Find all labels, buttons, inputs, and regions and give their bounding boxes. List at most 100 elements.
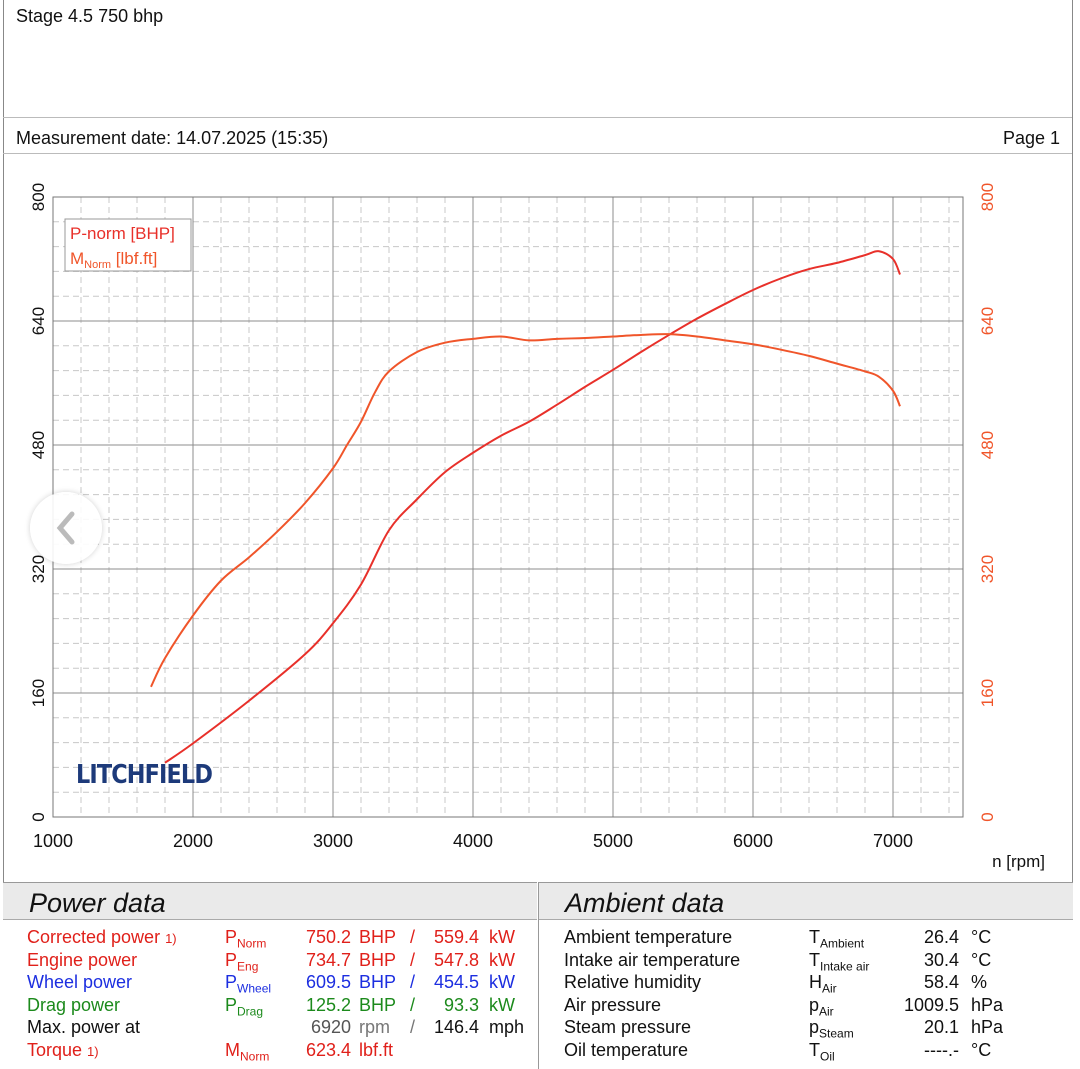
page-number: Page 1	[1002, 128, 1060, 148]
ambient-value: 30.4	[923, 949, 959, 970]
ambient-data-panel: Ambient data Ambient temperature TAmbient…	[538, 882, 1073, 1069]
divider	[3, 117, 1072, 118]
power-unit-1: rpm	[359, 1017, 390, 1037]
ambient-data-title: Ambient data	[539, 882, 1073, 920]
power-label: Max. power at	[27, 1017, 141, 1037]
previous-page-button[interactable]	[30, 492, 102, 564]
power-symbol: MNorm	[225, 1039, 270, 1064]
x-tick-label: 4000	[453, 831, 493, 851]
power-value-2: 93.3	[443, 994, 479, 1015]
ambient-label: Air pressure	[564, 994, 662, 1015]
power-value-1: 623.4	[305, 1039, 351, 1060]
y-tick-label-right: 800	[978, 183, 997, 211]
ambient-unit: °C	[971, 927, 992, 947]
power-value-2: 454.5	[433, 972, 479, 992]
y-tick-label-left: 640	[29, 307, 48, 335]
ambient-symbol: TIntake air	[809, 949, 870, 974]
y-tick-label-left: 480	[29, 431, 48, 459]
ambient-value: ----.-	[924, 1039, 959, 1060]
power-unit-2: kW	[489, 949, 515, 970]
ambient-label: Oil temperature	[564, 1039, 689, 1060]
ambient-symbol: pAir	[809, 994, 834, 1019]
legend-box	[64, 218, 192, 272]
legend-torque: MNorm [lbf.ft]	[70, 249, 157, 271]
measurement-date: Measurement date: 14.07.2025 (15:35)	[16, 128, 329, 148]
ambient-label: Relative humidity	[564, 972, 702, 992]
power-value-2: 559.4	[433, 927, 479, 947]
report-frame	[3, 0, 1073, 1069]
power-unit-1: BHP	[359, 927, 397, 947]
power-separator: /	[410, 1017, 416, 1037]
power-value-2: 146.4	[433, 1017, 479, 1037]
power-unit-1: lbf.ft	[359, 1039, 394, 1060]
power-separator: /	[410, 972, 416, 992]
ambient-symbol: HAir	[809, 972, 837, 996]
power-unit-1: BHP	[359, 994, 397, 1015]
power-label: Wheel power	[27, 972, 133, 992]
ambient-unit: %	[971, 972, 988, 992]
x-tick-label: 5000	[593, 831, 633, 851]
y-tick-label-left: 320	[29, 555, 48, 583]
power-value-2: 547.8	[433, 949, 479, 970]
power-unit-2: mph	[489, 1017, 525, 1037]
ambient-symbol: TAmbient	[809, 927, 865, 951]
x-axis-label: n [rpm]	[992, 852, 1045, 871]
plot-border	[52, 196, 964, 818]
power-unit-2: kW	[489, 972, 515, 992]
power-curve	[164, 250, 901, 764]
y-tick-label-left: 800	[29, 183, 48, 211]
dyno-chart: 1000 2000 3000 4000 5000 6000 7000 n [rpm] 0 160 3…	[29, 183, 1045, 871]
power-symbol: PNorm	[225, 927, 267, 951]
power-symbol: PWheel	[225, 972, 272, 996]
y-tick-label-right: 0	[978, 812, 997, 821]
ambient-label: Steam pressure	[564, 1017, 692, 1037]
y-tick-label-right: 160	[978, 679, 997, 707]
ambient-unit: hPa	[971, 994, 1004, 1015]
power-data-panel: Power data Corrected power 1) PNorm 750.2 B…	[3, 882, 537, 1069]
ambient-label: Intake air temperature	[564, 949, 741, 970]
torque-curve	[150, 333, 901, 688]
legend-power: P-norm [BHP]	[70, 224, 175, 243]
power-separator: /	[410, 949, 416, 970]
y-tick-label-left: 0	[29, 812, 48, 821]
ambient-value: 58.4	[923, 972, 959, 992]
power-label: Engine power	[27, 949, 138, 970]
y-tick-label-right: 480	[978, 431, 997, 459]
power-separator: /	[410, 927, 416, 947]
power-label: Torque 1)	[27, 1039, 99, 1060]
power-symbol: PEng	[225, 949, 259, 974]
power-value-1: 750.2	[305, 927, 351, 947]
power-data-title: Power data	[3, 882, 537, 920]
x-tick-label: 3000	[313, 831, 353, 851]
ambient-unit: °C	[971, 1039, 992, 1060]
ambient-value: 1009.5	[903, 994, 959, 1015]
divider	[3, 153, 1072, 154]
power-value-1: 609.5	[305, 972, 351, 992]
x-tick-label: 6000	[733, 831, 773, 851]
y-tick-label-left: 160	[29, 679, 48, 707]
power-separator: /	[410, 994, 416, 1015]
ambient-unit: hPa	[971, 1017, 1004, 1037]
power-label: Drag power	[27, 994, 121, 1015]
power-symbol: PDrag	[225, 994, 264, 1019]
litchfield-logo: LITCHFIELD	[76, 760, 213, 790]
power-value-1: 6920	[310, 1017, 351, 1037]
ambient-value: 26.4	[923, 927, 959, 947]
power-unit-1: BHP	[359, 949, 397, 970]
ambient-value: 20.1	[923, 1017, 959, 1037]
x-tick-label: 7000	[873, 831, 913, 851]
ambient-label: Ambient temperature	[564, 927, 733, 947]
power-value-1: 125.2	[305, 994, 351, 1015]
ambient-unit: °C	[971, 949, 992, 970]
chevron-left-icon	[56, 511, 75, 545]
ambient-symbol: TOil	[809, 1039, 835, 1064]
x-tick-label: 2000	[173, 831, 213, 851]
y-tick-label-right: 320	[978, 555, 997, 583]
power-unit-2: kW	[489, 994, 515, 1015]
x-tick-label: 1000	[33, 831, 73, 851]
power-label: Corrected power 1)	[27, 927, 177, 947]
y-tick-label-right: 640	[978, 307, 997, 335]
power-value-1: 734.7	[305, 949, 351, 970]
power-unit-1: BHP	[359, 972, 397, 992]
report-title: Stage 4.5 750 bhp	[16, 6, 164, 26]
